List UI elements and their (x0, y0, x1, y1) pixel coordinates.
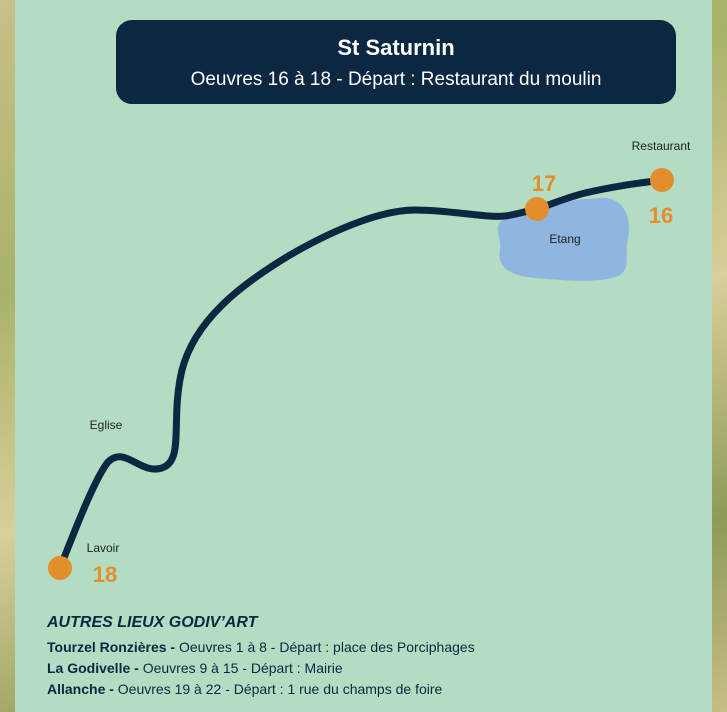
place-label: Lavoir (87, 541, 120, 555)
stop-marker (525, 197, 549, 221)
stop-number: 17 (532, 171, 556, 196)
header-box (116, 20, 676, 104)
other-place-detail: Oeuvres 1 à 8 - Départ : place des Porci… (179, 639, 475, 655)
place-label: Eglise (90, 418, 123, 432)
place-label: Restaurant (632, 139, 691, 153)
stop-marker (48, 556, 72, 580)
title: St Saturnin (337, 35, 454, 60)
map: St Saturnin Oeuvres 16 à 18 - Départ : R… (0, 0, 727, 712)
subtitle: Oeuvres 16 à 18 - Départ : Restaurant du… (191, 69, 602, 90)
other-place-detail: Oeuvres 9 à 15 - Départ : Mairie (143, 660, 343, 676)
other-place: Tourzel Ronzières - Oeuvres 1 à 8 - Dépa… (47, 639, 475, 655)
other-place-detail: Oeuvres 19 à 22 - Départ : 1 rue du cham… (118, 681, 443, 697)
stop-marker (650, 168, 674, 192)
place-label: Etang (549, 232, 580, 246)
other-places-title: AUTRES LIEUX GODIV’ART (46, 614, 259, 631)
stop-number: 18 (93, 562, 117, 587)
other-place-name: Tourzel Ronzières - (47, 639, 175, 655)
stop-number: 16 (649, 203, 673, 228)
other-place-name: Allanche - (47, 681, 114, 697)
other-place-name: La Godivelle - (47, 660, 139, 676)
other-place: Allanche - Oeuvres 19 à 22 - Départ : 1 … (47, 681, 443, 697)
panel (15, 0, 712, 712)
other-place: La Godivelle - Oeuvres 9 à 15 - Départ :… (47, 660, 343, 676)
page: St Saturnin Oeuvres 16 à 18 - Départ : R… (0, 0, 727, 712)
